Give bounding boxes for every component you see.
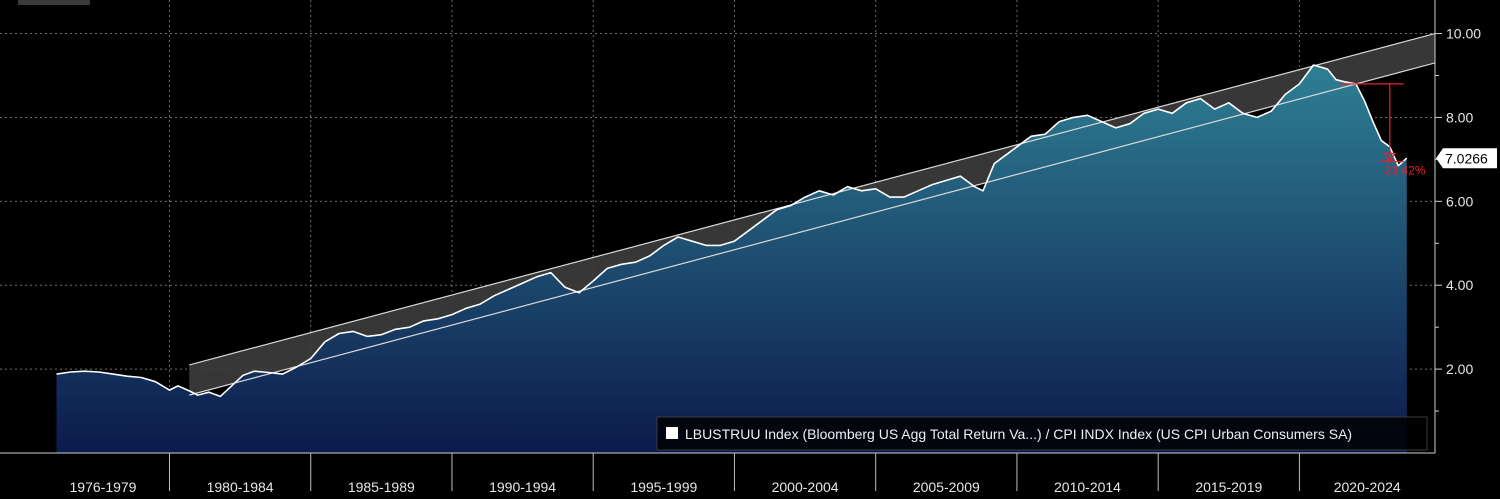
legend: LBUSTRUU Index (Bloomberg US Agg Total R…: [656, 416, 1428, 451]
x-axis-labels: 1976-1979 1980-1984 1985-1989 1990-1994 1995…: [70, 479, 1401, 495]
top-tab: [18, 0, 90, 5]
y-tick-label: 10.00: [1446, 26, 1481, 42]
x-tick-label: 1995-1999: [630, 479, 697, 495]
x-tick-label: 2005-2009: [913, 479, 980, 495]
x-tick-label: 1980-1984: [207, 479, 274, 495]
x-tick-label: 1976-1979: [70, 479, 137, 495]
legend-swatch: [666, 427, 678, 439]
series-line: [56, 64, 1408, 398]
last-value-label: 7.0266: [1445, 150, 1488, 166]
last-value-marker: 7.0266: [1436, 148, 1497, 169]
last-value-badge: [1436, 148, 1497, 169]
series-area: [56, 65, 1407, 453]
drawdown-annotation: -23.42%: [1338, 83, 1426, 178]
y-tick-label: 6.00: [1446, 193, 1473, 209]
legend-entry: LBUSTRUU Index (Bloomberg US Agg Total R…: [685, 426, 1352, 442]
legend-box: [656, 416, 1428, 451]
y-tick-label: 4.00: [1446, 277, 1473, 293]
drawdown-label: -23.42%: [1381, 164, 1426, 178]
y-tick-label: 8.00: [1446, 109, 1473, 125]
y-tick-label: 2.00: [1446, 361, 1473, 377]
x-tick-label: 2015-2019: [1195, 479, 1262, 495]
x-tick-label: 2010-2014: [1054, 479, 1121, 495]
trend-channel-lower-line: [189, 62, 1435, 396]
trend-channel-upper-line: [189, 32, 1435, 366]
x-tick-label: 1985-1989: [348, 479, 415, 495]
y-axis-labels: 2.00 4.00 6.00 8.00 10.00: [1446, 26, 1481, 378]
x-tick-label: 2020-2024: [1334, 479, 1401, 495]
x-tick-label: 2000-2004: [772, 479, 839, 495]
x-tick-label: 1990-1994: [489, 479, 556, 495]
drawdown-arrow: [1383, 152, 1396, 163]
